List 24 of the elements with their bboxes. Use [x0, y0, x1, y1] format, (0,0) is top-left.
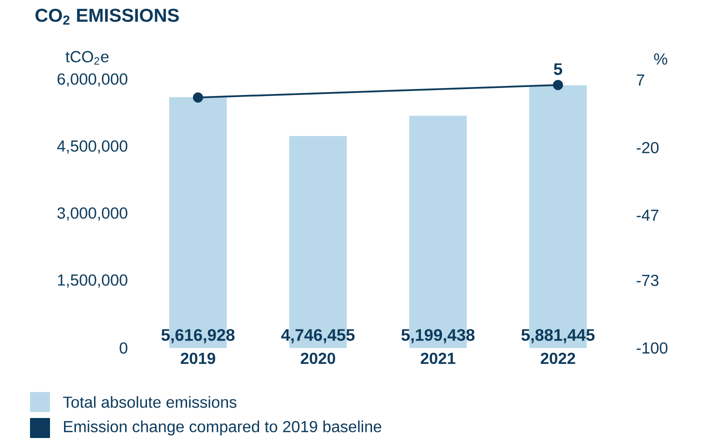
y-tick-label: 3,000,000	[57, 207, 128, 221]
y2-tick-label: -100	[636, 342, 668, 354]
y2-tick-label: -73	[636, 274, 658, 286]
y-tick-label: 4,500,000	[57, 140, 128, 154]
data-label: 4,746,455	[281, 329, 355, 344]
x-tick-label: 2022	[540, 352, 576, 364]
chart-title: CO$_{2}$ EMISSIONS	[35, 8, 179, 25]
y-axis-title: tCO$_{2}$e	[66, 51, 109, 65]
y2-tick-label: 7	[636, 74, 644, 86]
y-tick-label: 0	[120, 342, 128, 354]
y2-axis-title: %	[654, 53, 668, 65]
x-tick-label: 2020	[300, 352, 336, 364]
legend-label: Emission change compared to 2019 baseline	[64, 420, 382, 436]
data-label: 5,199,438	[401, 329, 475, 344]
y2-tick-label: -47	[636, 210, 658, 221]
y2-tick-label: -20	[636, 142, 659, 154]
y-tick-label: 6,000,000	[58, 73, 128, 87]
data-label: 5	[554, 63, 562, 75]
x-tick-label: 2021	[420, 352, 456, 364]
legend-label: Total absolute emissions	[63, 396, 236, 408]
data-label: 5,616,928	[161, 329, 235, 344]
y-tick-label: 1,500,000	[58, 274, 128, 288]
x-tick-label: 2019	[180, 352, 216, 364]
data-label: 5,881,445	[521, 329, 595, 344]
